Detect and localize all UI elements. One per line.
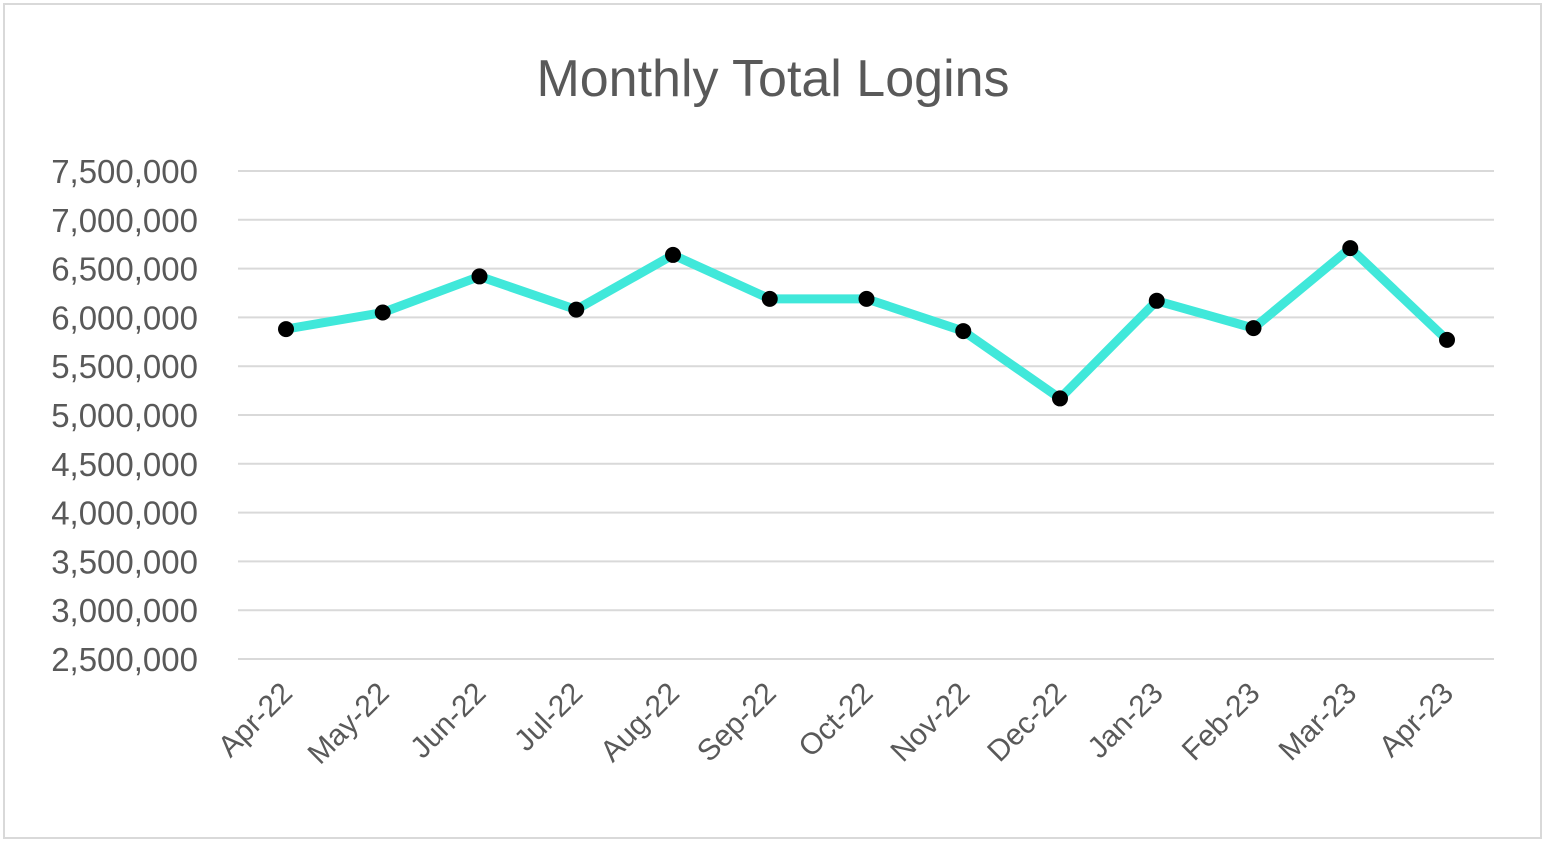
x-tick-label: Apr-22 xyxy=(212,677,299,764)
data-point xyxy=(665,246,681,263)
x-tick-label: Feb-23 xyxy=(1176,677,1267,768)
x-tick-label: Apr-23 xyxy=(1373,677,1460,764)
x-tick-label: Jan-23 xyxy=(1081,677,1169,765)
data-point xyxy=(278,321,294,338)
y-tick-label: 3,000,000 xyxy=(51,592,198,629)
y-tick-label: 4,500,000 xyxy=(51,446,198,483)
y-tick-label: 7,500,000 xyxy=(51,153,198,190)
x-tick-label: Jul-22 xyxy=(508,677,589,758)
x-tick-label: Nov-22 xyxy=(884,677,976,769)
x-tick-label: Dec-22 xyxy=(981,677,1073,769)
data-point xyxy=(1148,292,1165,309)
series-line xyxy=(281,243,1452,403)
data-point xyxy=(858,290,875,307)
data-point xyxy=(568,301,585,318)
data-point xyxy=(374,304,391,321)
x-tick-label: Oct-22 xyxy=(792,677,879,764)
y-tick-label: 3,500,000 xyxy=(51,543,198,580)
data-point xyxy=(1342,240,1359,257)
x-tick-label: Sep-22 xyxy=(691,677,783,769)
x-axis-ticks: Apr-22 May-22 Jun-22 Jul-22 Aug-22 Sep-22 Oct-… xyxy=(212,677,1460,771)
x-tick-label: Aug-22 xyxy=(594,677,686,769)
chart-title: Monthly Total Logins xyxy=(536,50,1009,108)
y-tick-label: 5,500,000 xyxy=(51,348,198,385)
x-tick-label: Jun-22 xyxy=(404,677,492,765)
y-tick-label: 7,000,000 xyxy=(51,202,198,239)
x-tick-label: May-22 xyxy=(302,677,396,771)
x-tick-label: Mar-23 xyxy=(1273,677,1364,768)
data-point xyxy=(471,268,488,285)
data-point xyxy=(1052,390,1068,407)
y-axis-ticks: 2,500,000 3,000,000 3,500,000 4,000,000 4,50… xyxy=(51,153,198,678)
gridlines xyxy=(238,170,1494,660)
y-tick-label: 2,500,000 xyxy=(51,641,198,678)
y-tick-label: 4,000,000 xyxy=(51,495,198,532)
data-point xyxy=(761,290,778,307)
chart-frame xyxy=(3,3,1542,839)
y-tick-label: 6,000,000 xyxy=(51,299,198,336)
y-tick-label: 5,000,000 xyxy=(51,397,198,434)
data-point xyxy=(1245,320,1262,337)
series-layer xyxy=(278,240,1455,407)
data-point xyxy=(955,323,972,340)
data-point xyxy=(1439,331,1455,348)
y-tick-label: 6,500,000 xyxy=(51,251,198,288)
